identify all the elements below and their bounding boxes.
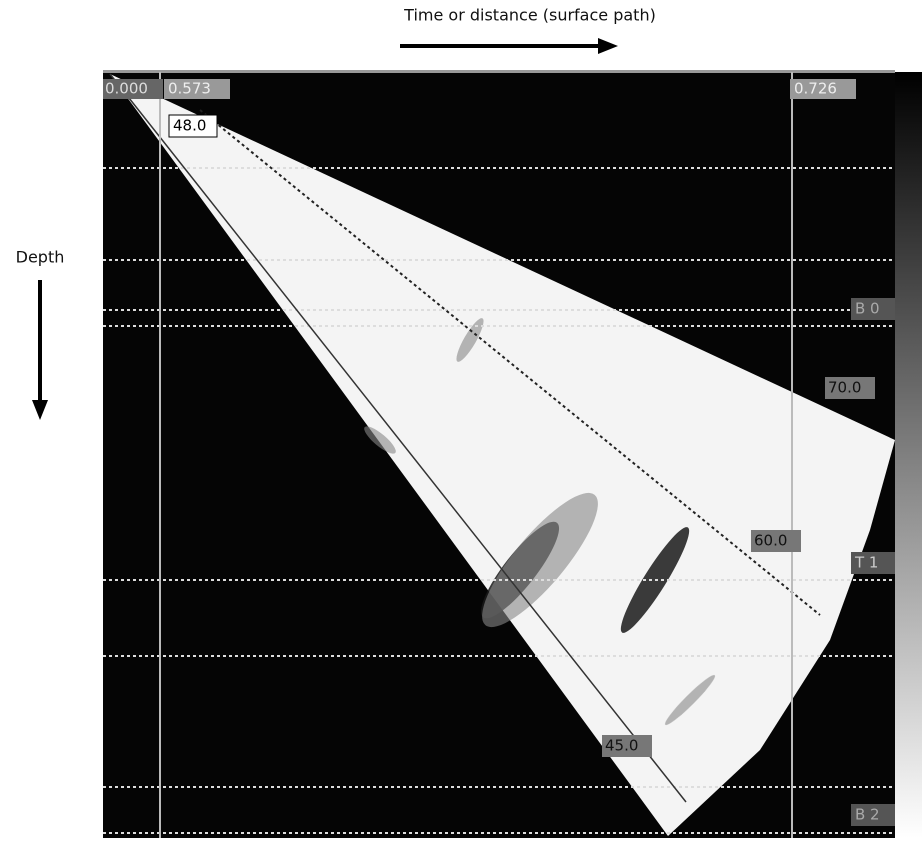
angle-label: 45.0 [605,737,638,755]
indications [364,318,715,725]
x-axis-label: Time or distance (surface path) [403,6,656,25]
beam-line [109,73,687,803]
y-axis-label: Depth [16,248,65,267]
color-bar [895,72,922,838]
arrowhead [32,400,48,420]
label-box [103,79,163,99]
label-box [851,298,895,320]
gate-label: B 0 [855,300,880,318]
angle-label: 70.0 [828,379,861,397]
arrowhead [598,38,618,54]
label-box [164,79,230,99]
cursor-label: 0.726 [794,80,837,98]
label-box [751,530,801,552]
label-box [602,735,652,757]
angle-label: 48.0 [173,117,206,135]
label-box [825,377,875,399]
cursor-label: 0.000 [105,80,148,98]
label-box [851,552,895,574]
gate-lines [103,167,895,834]
label-box [851,804,895,826]
label-box [168,114,218,138]
label-box [790,79,856,99]
cursor-label: 0.573 [168,80,211,98]
beam-line [199,109,821,616]
gate-label: B 2 [855,806,880,824]
frame [103,70,895,73]
sector [110,74,895,836]
angle-label: 60.0 [754,532,787,550]
gate-label: T 1 [854,554,878,572]
